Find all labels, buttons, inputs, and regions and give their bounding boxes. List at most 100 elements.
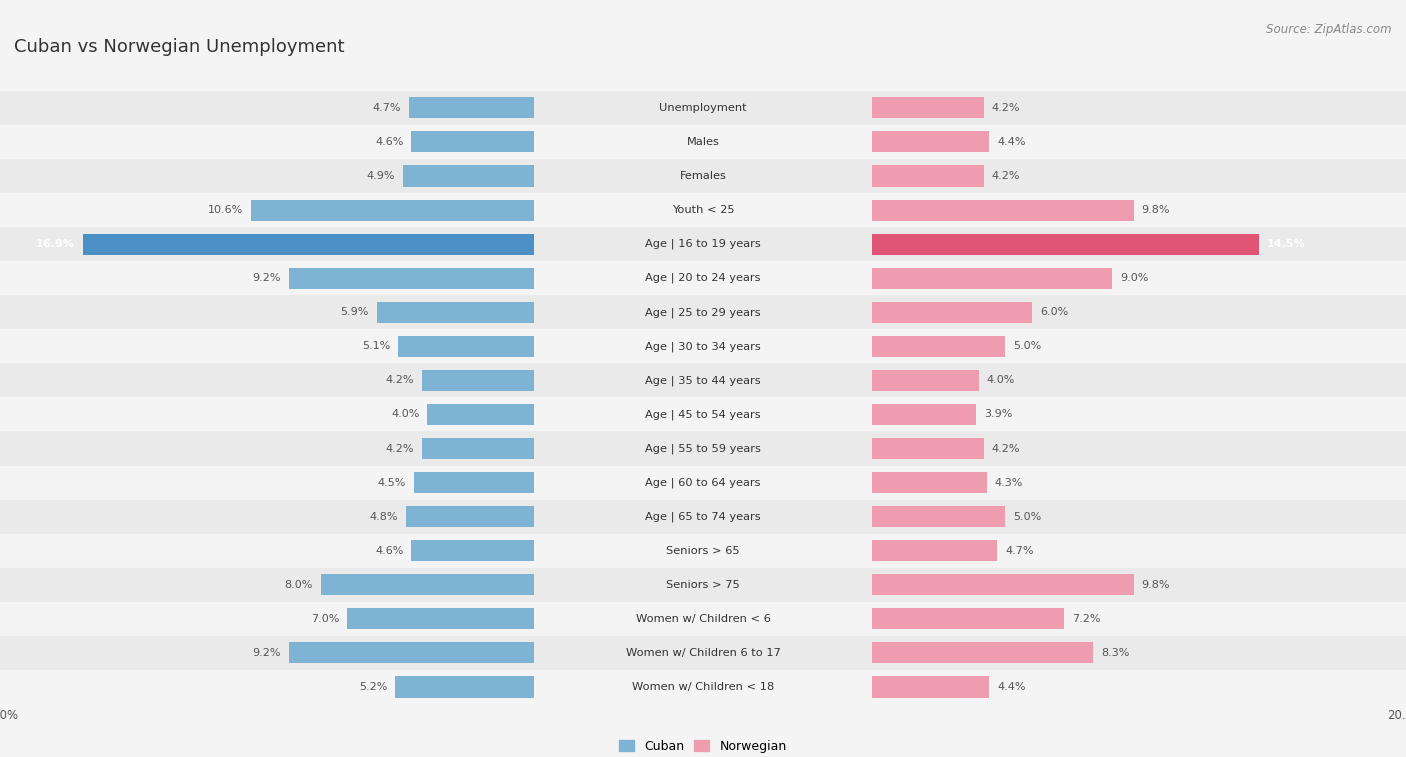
Bar xyxy=(321,575,534,595)
Bar xyxy=(534,193,872,227)
Bar xyxy=(0,91,534,125)
Bar xyxy=(0,466,534,500)
Bar xyxy=(377,302,534,322)
Bar xyxy=(534,500,872,534)
Text: 6.0%: 6.0% xyxy=(1040,307,1069,317)
Bar xyxy=(0,397,534,431)
Bar xyxy=(872,193,1406,227)
Bar xyxy=(872,200,1133,220)
Bar xyxy=(872,609,1064,629)
Bar xyxy=(0,261,534,295)
Text: 4.2%: 4.2% xyxy=(385,444,415,453)
Bar xyxy=(872,166,984,186)
Bar xyxy=(534,159,872,193)
Bar xyxy=(427,404,534,425)
Bar xyxy=(252,200,534,220)
Text: Age | 45 to 54 years: Age | 45 to 54 years xyxy=(645,410,761,419)
Text: 3.9%: 3.9% xyxy=(984,410,1012,419)
Bar xyxy=(872,677,990,697)
Bar xyxy=(347,609,534,629)
Bar xyxy=(0,636,534,670)
Text: 4.4%: 4.4% xyxy=(997,682,1026,692)
Bar xyxy=(288,643,534,663)
Text: 4.6%: 4.6% xyxy=(375,546,404,556)
Bar xyxy=(534,534,872,568)
Text: 9.2%: 9.2% xyxy=(252,273,280,283)
Bar xyxy=(412,132,534,152)
Bar xyxy=(395,677,534,697)
Text: 5.2%: 5.2% xyxy=(359,682,387,692)
Text: 4.0%: 4.0% xyxy=(987,375,1015,385)
Bar xyxy=(872,302,1032,322)
Text: Seniors > 75: Seniors > 75 xyxy=(666,580,740,590)
Bar xyxy=(872,125,1406,159)
Bar xyxy=(288,268,534,288)
Bar xyxy=(422,370,534,391)
Bar xyxy=(534,295,872,329)
Bar xyxy=(0,602,534,636)
Text: Age | 35 to 44 years: Age | 35 to 44 years xyxy=(645,375,761,385)
Text: Males: Males xyxy=(686,137,720,147)
Text: 5.9%: 5.9% xyxy=(340,307,368,317)
Bar xyxy=(872,500,1406,534)
Bar xyxy=(0,568,534,602)
Bar xyxy=(872,159,1406,193)
Bar xyxy=(409,98,534,118)
Text: Females: Females xyxy=(679,171,727,181)
Bar xyxy=(0,329,534,363)
Bar xyxy=(872,397,1406,431)
Text: 4.9%: 4.9% xyxy=(367,171,395,181)
Bar xyxy=(534,91,872,125)
Text: 9.8%: 9.8% xyxy=(1142,580,1170,590)
Text: 4.5%: 4.5% xyxy=(378,478,406,488)
Bar xyxy=(872,534,1406,568)
Text: Age | 25 to 29 years: Age | 25 to 29 years xyxy=(645,307,761,317)
Bar xyxy=(872,404,976,425)
Text: Women w/ Children < 18: Women w/ Children < 18 xyxy=(631,682,775,692)
Text: 4.7%: 4.7% xyxy=(1005,546,1033,556)
Bar xyxy=(0,295,534,329)
Bar xyxy=(872,329,1406,363)
Text: 9.0%: 9.0% xyxy=(1121,273,1149,283)
Text: Age | 65 to 74 years: Age | 65 to 74 years xyxy=(645,512,761,522)
Text: Age | 60 to 64 years: Age | 60 to 64 years xyxy=(645,478,761,488)
Text: 5.0%: 5.0% xyxy=(1014,341,1042,351)
Text: Youth < 25: Youth < 25 xyxy=(672,205,734,215)
Text: Age | 20 to 24 years: Age | 20 to 24 years xyxy=(645,273,761,283)
Bar xyxy=(872,261,1406,295)
Bar xyxy=(406,506,534,527)
Bar xyxy=(872,575,1133,595)
Bar xyxy=(422,438,534,459)
Text: Age | 30 to 34 years: Age | 30 to 34 years xyxy=(645,341,761,351)
Text: 4.6%: 4.6% xyxy=(375,137,404,147)
Bar xyxy=(534,431,872,466)
Bar xyxy=(415,472,534,493)
Bar xyxy=(872,670,1406,704)
Bar xyxy=(83,234,534,254)
Bar xyxy=(0,670,534,704)
Text: 8.0%: 8.0% xyxy=(284,580,312,590)
Text: 8.3%: 8.3% xyxy=(1101,648,1130,658)
Text: 4.2%: 4.2% xyxy=(993,171,1021,181)
Text: Source: ZipAtlas.com: Source: ZipAtlas.com xyxy=(1267,23,1392,36)
Bar xyxy=(872,431,1406,466)
Text: 4.8%: 4.8% xyxy=(370,512,398,522)
Bar xyxy=(534,636,872,670)
Bar xyxy=(872,132,990,152)
Text: 10.6%: 10.6% xyxy=(208,205,243,215)
Bar xyxy=(534,568,872,602)
Bar xyxy=(872,506,1005,527)
Text: 9.8%: 9.8% xyxy=(1142,205,1170,215)
Text: 4.3%: 4.3% xyxy=(994,478,1024,488)
Bar xyxy=(872,643,1094,663)
Bar xyxy=(398,336,534,357)
Bar xyxy=(412,540,534,561)
Bar xyxy=(872,295,1406,329)
Text: 5.0%: 5.0% xyxy=(1014,512,1042,522)
Bar xyxy=(404,166,534,186)
Text: 4.7%: 4.7% xyxy=(373,103,401,113)
Bar xyxy=(872,540,997,561)
Bar xyxy=(534,397,872,431)
Bar xyxy=(872,438,984,459)
Bar xyxy=(534,329,872,363)
